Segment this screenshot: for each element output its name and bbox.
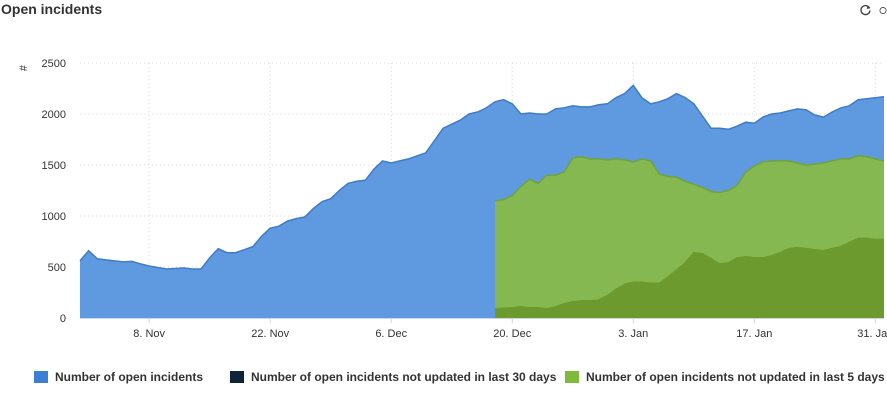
x-tick-label: 3. Jan — [618, 328, 648, 340]
chart-title: Open incidents — [1, 1, 103, 17]
series-line-0 — [79, 84, 885, 270]
axes: 0 500 1000 1500 2000 2500 8. Nov 22. Nov 6. Dec 2… — [42, 58, 887, 340]
refresh-button[interactable] — [857, 2, 873, 18]
legend-swatch — [34, 371, 48, 383]
series-line-3 — [494, 237, 884, 310]
y-tick-label: 0 — [60, 313, 66, 325]
legend-label: Number of open incidents — [55, 370, 204, 384]
x-tick-label: 8. Nov — [133, 328, 165, 340]
x-tick-label: 17. Jan — [736, 328, 772, 340]
y-tick-label: 2500 — [42, 58, 66, 70]
legend-label: Number of open incidents not updated in … — [251, 370, 557, 384]
y-tick-label: 1500 — [42, 160, 66, 172]
y-axis-unit-label: # — [18, 64, 30, 71]
y-tick-label: 1000 — [42, 211, 66, 223]
y-tick-label: 2000 — [42, 109, 66, 121]
legend-item[interactable]: Number of open incidents not updated in … — [230, 369, 565, 385]
chart-legend: Number of open incidents Number of open i… — [34, 369, 887, 385]
refresh-icon — [859, 4, 871, 15]
y-tick-label: 500 — [48, 262, 66, 274]
legend-swatch — [565, 371, 579, 383]
x-tick-label: 31. Jan — [857, 328, 887, 340]
series-area-3 — [495, 238, 884, 318]
x-tick-label: 20. Dec — [493, 328, 531, 340]
chart-toolbar — [857, 2, 887, 18]
x-tick-label: 6. Dec — [375, 328, 407, 340]
series-areas — [79, 84, 885, 319]
series-line-2 — [494, 155, 885, 202]
legend-swatch — [230, 371, 244, 383]
legend-item[interactable]: Number of open incidents — [34, 369, 230, 385]
x-tick-label: 22. Nov — [251, 328, 289, 340]
area-chart: 0 500 1000 1500 2000 2500 8. Nov 22. Nov 6. Dec 2… — [18, 58, 887, 340]
legend-item[interactable]: Number of open incidents not updated in … — [565, 369, 887, 385]
circle-icon — [879, 6, 887, 14]
more-options-button[interactable] — [879, 2, 887, 18]
legend-label: Number of open incidents not updated in … — [586, 370, 885, 384]
